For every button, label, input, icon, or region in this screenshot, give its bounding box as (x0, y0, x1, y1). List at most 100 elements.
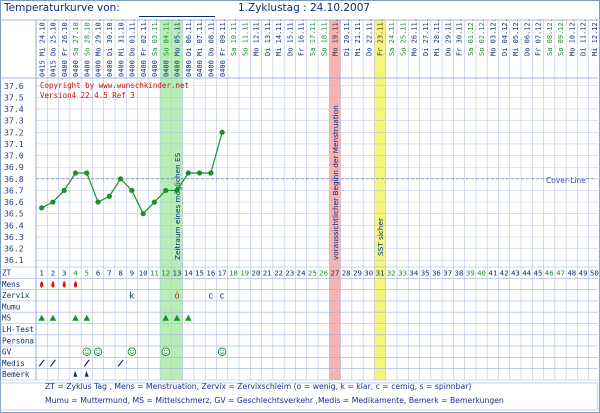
time-header: 0400 (83, 60, 91, 77)
gv-smiley-mouth (220, 352, 225, 354)
gv-smiley-eye (220, 350, 222, 352)
date-header: Sa 03.11. (151, 18, 159, 56)
zt-number: 2 (51, 269, 55, 278)
zt-number: 38 (455, 269, 464, 278)
temperature-point (129, 187, 135, 194)
date-header: Do 08.11. (208, 18, 216, 56)
temperature-point (72, 170, 79, 176)
temperature-point (95, 199, 101, 205)
zt-number: 15 (195, 269, 204, 278)
zt-number: 4 (73, 269, 78, 278)
date-header: Mi 14.11. (275, 18, 283, 56)
date-header: Do 22.11. (365, 18, 373, 56)
coverline-label: Cover-Line (546, 176, 586, 185)
zt-number: 35 (421, 269, 430, 278)
time-header: 0400 (129, 60, 137, 77)
date-header: So 18.11. (320, 18, 328, 56)
ms-triangle-icon (49, 314, 57, 321)
zt-number: 27 (330, 269, 339, 278)
gv-smiley-eye (163, 350, 165, 352)
date-header: Do 01.11. (129, 18, 137, 56)
zt-number: 28 (342, 269, 351, 278)
temperature-point (50, 199, 56, 205)
temperature-point (196, 170, 203, 176)
ms-triangle-icon (162, 314, 170, 321)
temp-tick-label: 37.6 (4, 81, 24, 91)
name-underline (139, 16, 215, 17)
ms-triangle-icon (83, 314, 91, 321)
sst-label: SST sicher (376, 218, 385, 256)
sst-shade (374, 20, 386, 380)
gv-smiley-mouth (84, 352, 89, 354)
temp-tick-label: 36.8 (4, 174, 24, 184)
zt-number: 34 (409, 269, 418, 278)
zt-number: 32 (387, 269, 396, 278)
date-header: Sa 10.11. (230, 18, 238, 56)
zervix-value: c (220, 291, 225, 301)
time-header: 0400 (162, 60, 170, 77)
mens-drop-icon (62, 280, 66, 288)
date-header: Mo 29.10. (95, 18, 103, 56)
zt-number: 46 (545, 269, 554, 278)
temperature-point (61, 187, 67, 194)
time-header: 0400 (72, 60, 80, 77)
zt-number: 22 (274, 269, 283, 278)
temperature-point (151, 199, 158, 205)
temp-tick-label: 37.3 (4, 116, 24, 126)
legend-box (0, 382, 598, 411)
zt-number: 24 (297, 269, 306, 278)
zt-number: 1 (39, 269, 43, 278)
zt-number: 6 (96, 269, 100, 278)
zervix-value: k (129, 291, 134, 301)
temp-tick-label: 36.9 (4, 162, 24, 172)
time-header: 0400 (219, 60, 227, 77)
zt-number: 17 (218, 269, 227, 278)
bemerk-marker-icon (84, 370, 89, 377)
date-header: Mi 07.11. (196, 18, 204, 56)
date-header: Mo 10.12. (568, 18, 576, 56)
date-header: Fr 07.12. (535, 18, 543, 56)
zt-number: 13 (173, 269, 182, 278)
row-label-zt: ZT (2, 269, 12, 278)
version-text: Version4 22.4.5 Ref 3 (40, 91, 135, 100)
temperature-point (163, 187, 169, 194)
zt-number: 9 (130, 269, 134, 278)
date-header: Mi 28.11. (433, 18, 441, 56)
zt-number: 3 (62, 269, 66, 278)
date-header: Do 15.11. (286, 18, 294, 56)
date-header: Sa 24.11. (388, 18, 396, 56)
zt-number: 50 (590, 269, 599, 278)
legend-line-2: Mumu = Muttermund, MS = Mittelschmerz, G… (45, 396, 504, 405)
temperature-point (140, 211, 146, 217)
zt-number: 45 (534, 269, 543, 278)
zt-number: 39 (466, 269, 475, 278)
zt-number: 43 (511, 269, 520, 278)
row-label-mumu: Mumu (2, 302, 20, 311)
zt-number: 16 (206, 269, 215, 278)
gv-smiley-eye (98, 350, 100, 352)
date-header: Mi 05.12. (512, 18, 520, 56)
zt-number: 33 (398, 269, 407, 278)
mens-drop-icon (51, 280, 55, 288)
date-header: Fr 02.11. (140, 18, 148, 56)
date-header: So 04.11. (162, 18, 170, 56)
fertile-window-shade (160, 20, 172, 380)
fertile-window-shade (171, 20, 183, 380)
medis-syringe-icon (38, 359, 45, 367)
temperature-point (118, 176, 124, 182)
temp-tick-label: 36.1 (4, 255, 24, 265)
zt-number: 5 (85, 269, 89, 278)
date-header: Sa 01.12. (467, 18, 475, 56)
date-header: Fr 16.11. (298, 18, 306, 56)
temperature-point (174, 187, 180, 194)
date-header: So 11.11. (241, 18, 249, 56)
gv-smiley-mouth (129, 352, 134, 354)
zt-number: 8 (118, 269, 122, 278)
date-header: Mi 31.10. (117, 18, 125, 56)
gv-smiley-eye (166, 350, 168, 352)
zt-number: 23 (285, 269, 294, 278)
temp-tick-label: 37.1 (4, 139, 24, 149)
gv-smiley-mouth (163, 352, 168, 354)
temp-tick-label: 36.2 (4, 244, 24, 254)
